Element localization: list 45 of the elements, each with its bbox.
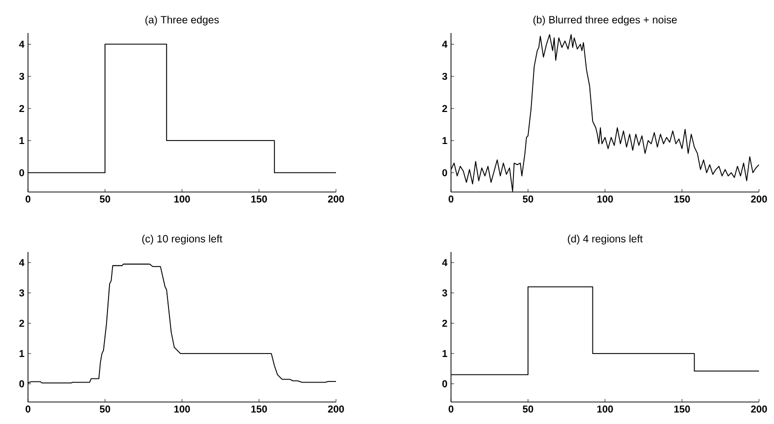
chart-title: (b) Blurred three edges + noise — [533, 16, 677, 26]
x-tick-label: 100 — [597, 196, 613, 203]
y-tick-label: 2 — [19, 320, 24, 327]
y-tick-label: 3 — [442, 289, 448, 296]
y-tick-label: 4 — [19, 259, 24, 266]
x-tick-label: 100 — [174, 406, 190, 413]
x-tick-label: 0 — [26, 196, 30, 203]
y-tick-label: 3 — [19, 289, 24, 296]
y-tick-label: 4 — [19, 40, 24, 48]
chart-title: (c) 10 regions left — [142, 234, 222, 244]
x-tick-label: 50 — [100, 196, 110, 203]
y-tick-label: 4 — [442, 40, 448, 48]
y-tick-label: 1 — [442, 350, 448, 357]
x-tick-label: 200 — [751, 406, 767, 413]
x-tick-label: 150 — [674, 196, 690, 203]
y-tick-label: 0 — [442, 380, 448, 388]
x-tick-label: 200 — [751, 196, 767, 203]
x-tick-label: 150 — [674, 406, 690, 413]
x-tick-label: 200 — [328, 196, 344, 203]
y-tick-label: 2 — [442, 105, 448, 112]
y-tick-label: 3 — [19, 72, 24, 80]
y-tick-label: 4 — [442, 259, 448, 266]
x-tick-label: 0 — [26, 406, 30, 413]
y-tick-label: 2 — [19, 105, 24, 112]
y-tick-label: 1 — [20, 137, 24, 144]
x-tick-label: 0 — [448, 406, 454, 413]
x-tick-label: 100 — [174, 196, 190, 203]
line-series — [451, 34, 760, 192]
y-tick-label: 0 — [19, 169, 24, 176]
chart-title: (a) Three edges — [145, 16, 219, 26]
x-tick-label: 100 — [597, 406, 613, 413]
chart-title: (d) 4 regions left — [568, 234, 643, 244]
x-tick-label: 0 — [448, 196, 454, 203]
y-tick-label: 0 — [442, 169, 448, 176]
x-tick-label: 50 — [522, 196, 534, 203]
y-tick-label: 3 — [442, 72, 448, 80]
x-tick-label: 150 — [251, 196, 267, 203]
y-tick-label: 2 — [442, 320, 448, 327]
x-tick-label: 150 — [251, 406, 267, 413]
x-tick-label: 50 — [100, 406, 110, 413]
y-tick-label: 0 — [19, 380, 24, 388]
x-tick-label: 50 — [522, 406, 534, 413]
x-tick-label: 200 — [328, 406, 344, 413]
y-tick-label: 1 — [442, 137, 448, 144]
y-tick-label: 1 — [20, 350, 24, 357]
